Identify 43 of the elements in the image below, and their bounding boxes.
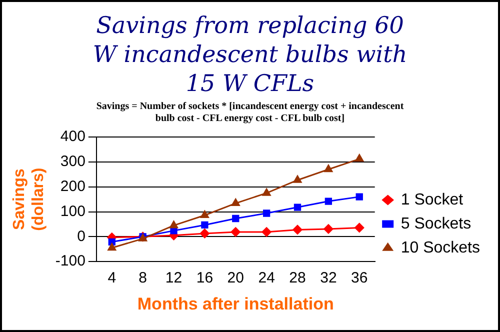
legend-label: 1 Socket [400, 191, 464, 208]
point [170, 227, 178, 234]
point [294, 204, 302, 211]
chart-subtitle: Savings = Number of sockets * [incandescent energy cost + incandescent bulb cost - CFL energy cost - CFL bulb cost] [95, 101, 405, 125]
point [108, 243, 116, 251]
y-tick-label: 300 [60, 153, 86, 170]
x-tick-label: 20 [227, 270, 244, 287]
point [262, 188, 271, 196]
y-axis-title: Savings (dollars) [11, 168, 48, 231]
x-tick-label: 36 [351, 270, 368, 287]
x-tick-label: 28 [289, 270, 306, 287]
y-tick-label: 200 [60, 178, 86, 195]
point [201, 221, 208, 229]
point [170, 220, 178, 228]
point [292, 224, 302, 234]
point [324, 164, 333, 172]
y-tick-label: 400 [60, 128, 86, 146]
y-tick-label: 100 [60, 202, 86, 220]
chart-title: Savings from replacing 60 W incandescent bulbs with 15 W CFLs [92, 12, 408, 99]
point [200, 210, 209, 218]
y-tick-label: 0 [77, 228, 86, 245]
x-axis-title: Months after installation [137, 294, 334, 314]
x-tick-label: 24 [258, 270, 275, 287]
point [356, 193, 363, 200]
y-tick-label: -100 [55, 252, 86, 270]
x-tick-label: 12 [165, 270, 182, 287]
point [232, 214, 240, 222]
x-tick-label: 32 [320, 270, 337, 287]
point [293, 175, 302, 183]
point [200, 228, 210, 238]
x-tick-label: 4 [108, 270, 116, 287]
point [230, 227, 240, 237]
point [262, 227, 272, 237]
legend-label: 5 Sockets [400, 215, 472, 232]
point [324, 198, 332, 205]
point [354, 222, 364, 232]
point [262, 210, 270, 217]
x-tick-label: 8 [138, 270, 147, 287]
legend-label: 10 Sockets [400, 239, 480, 256]
point [355, 154, 364, 162]
point [324, 224, 334, 234]
x-tick-label: 16 [196, 270, 214, 287]
point [231, 198, 240, 206]
